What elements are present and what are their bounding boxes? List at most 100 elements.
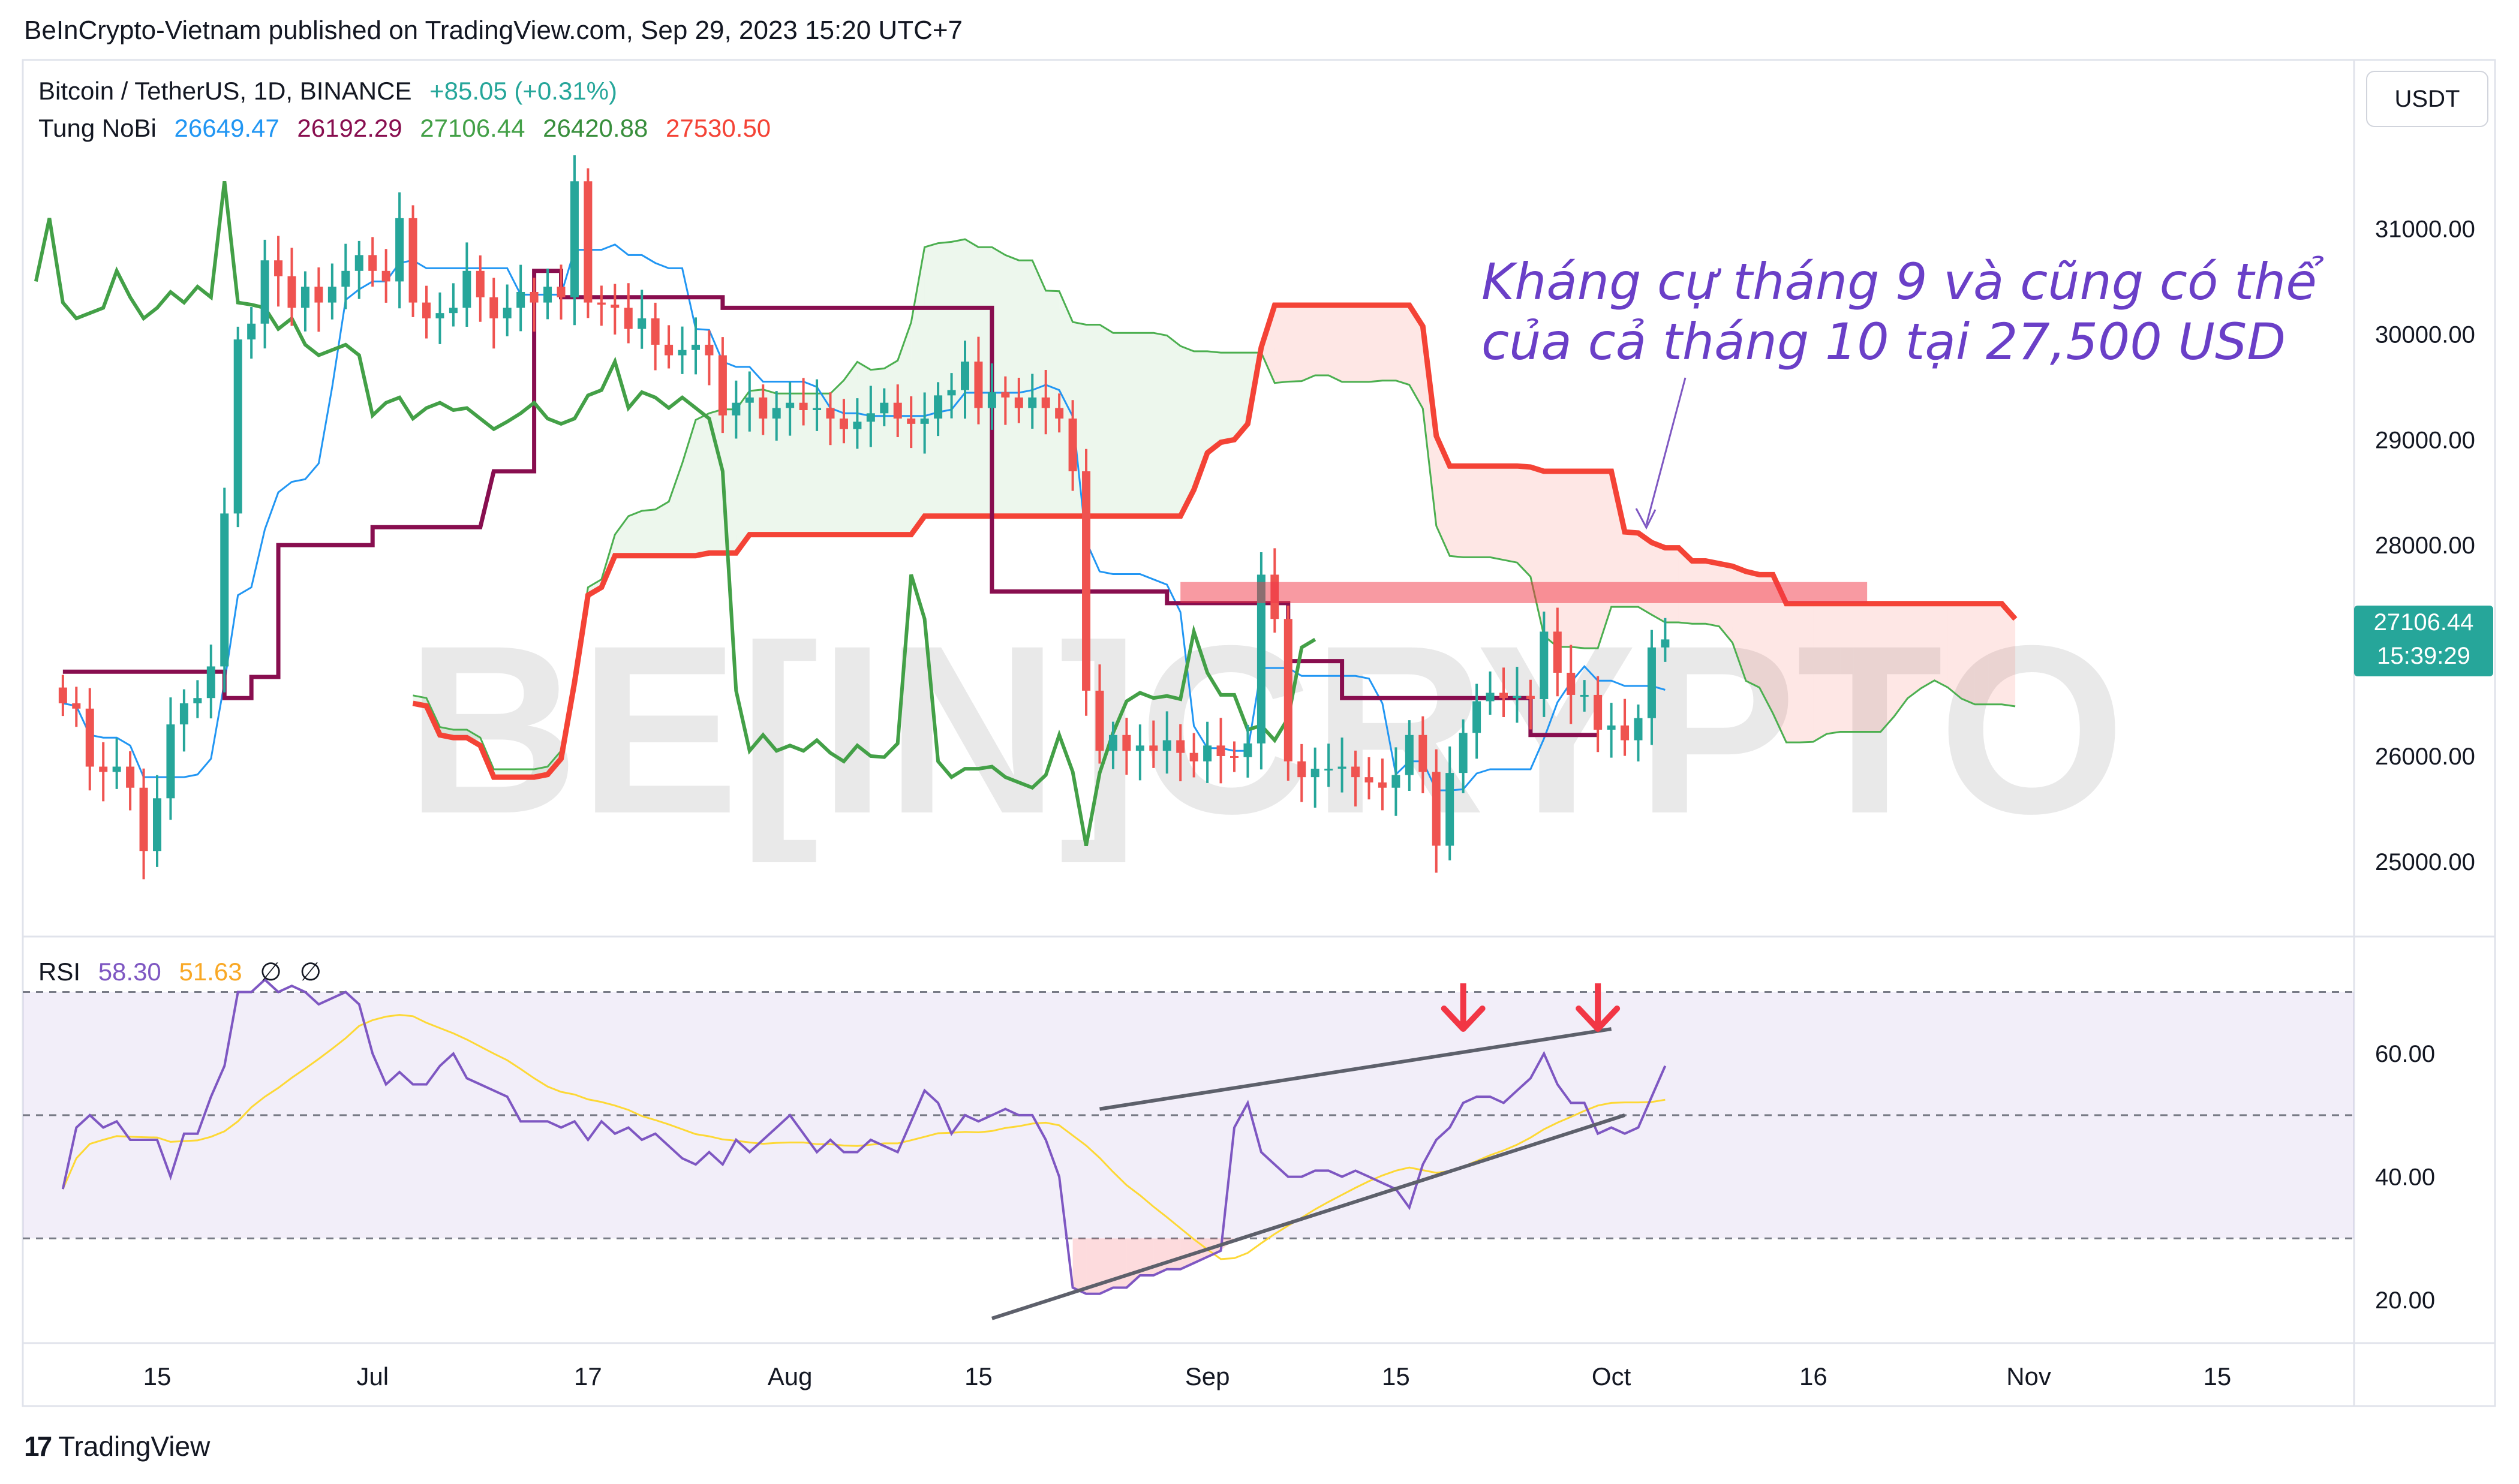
- candle-body: [395, 218, 404, 282]
- candle-body: [1567, 673, 1576, 695]
- cloud-segment: [1086, 324, 1100, 516]
- time-axis-tick-label: Oct: [1592, 1362, 1631, 1390]
- cloud-segment: [1234, 353, 1248, 440]
- candle-body: [341, 270, 350, 287]
- signal-arrow-icon: [1441, 1006, 1486, 1032]
- candle-body: [354, 255, 363, 271]
- symbol-legend[interactable]: Bitcoin / TetherUS, 1D, BINANCE +85.05 (…: [38, 77, 628, 106]
- candle-body: [1162, 740, 1171, 751]
- cloud-segment: [1288, 305, 1302, 382]
- candle-body: [1257, 574, 1265, 743]
- published-header: BeInCrypto-Vietnam published on TradingV…: [24, 16, 963, 45]
- candle-body: [1486, 693, 1495, 702]
- cloud-segment: [1126, 333, 1140, 516]
- senkou-a-value: 26420.88: [543, 114, 648, 142]
- annotation-arrow-head: [1635, 508, 1657, 530]
- signal-arrow-icon: [1576, 1006, 1621, 1032]
- cloud-segment: [1773, 574, 1787, 743]
- candle-body: [1445, 773, 1454, 846]
- candle-body: [1055, 408, 1064, 419]
- candle-body: [597, 302, 606, 305]
- rsi-pane: [23, 978, 2354, 1320]
- rsi-oversold-fill: [1099, 1238, 1113, 1294]
- candle-body: [1324, 769, 1333, 771]
- candle-body: [1634, 718, 1643, 741]
- symbol-title[interactable]: Bitcoin / TetherUS, 1D, BINANCE: [38, 77, 412, 105]
- last-price-value: 27106.44: [2373, 609, 2474, 636]
- currency-button[interactable]: USDT: [2366, 71, 2488, 127]
- cloud-segment: [790, 393, 804, 535]
- cloud-segment: [1907, 603, 1921, 699]
- candle-body: [260, 260, 269, 324]
- candle-body: [1594, 694, 1603, 730]
- price-axis-tick-label: 26000.00: [2375, 743, 2475, 770]
- candle-body: [772, 408, 781, 419]
- candle-body: [920, 419, 929, 424]
- rsi-oversold-fill: [1180, 1238, 1194, 1269]
- resistance-zone-box: [1180, 582, 1868, 603]
- candle-body: [893, 402, 902, 419]
- cloud-segment: [1934, 603, 1948, 688]
- rsi-legend[interactable]: RSI 58.30 51.63 ∅ ∅: [38, 957, 332, 986]
- cloud-segment: [1786, 603, 1800, 743]
- candle-body: [1499, 693, 1508, 699]
- candle-body: [974, 362, 983, 408]
- candle-body: [85, 708, 94, 767]
- candle-body: [1540, 631, 1549, 699]
- candle-body: [422, 302, 431, 318]
- time-axis-tick-label: Nov: [2006, 1362, 2051, 1390]
- cloud-segment: [1799, 603, 1814, 743]
- cloud-segment: [1974, 603, 1989, 705]
- chikou-value: 27106.44: [420, 114, 525, 142]
- footer-brand[interactable]: 17 TradingView: [24, 1430, 210, 1462]
- cloud-segment: [1504, 466, 1517, 563]
- candle-body: [72, 703, 81, 709]
- candle-body: [530, 291, 539, 303]
- candle-body: [112, 766, 121, 772]
- tradingview-logo-icon: 17: [24, 1431, 52, 1462]
- annotation-line-1: Kháng cự tháng 9 và cũng có thể: [1481, 252, 2317, 311]
- cloud-segment: [1557, 471, 1571, 647]
- candle-body: [705, 344, 714, 356]
- time-axis-tick-label: Sep: [1185, 1362, 1230, 1390]
- cloud-segment: [1221, 353, 1234, 443]
- indicator-name[interactable]: Tung NoBi: [38, 114, 157, 142]
- annotation-text[interactable]: Kháng cự tháng 9 và cũng có thể của cả t…: [1481, 252, 2317, 372]
- cloud-segment: [1355, 305, 1369, 382]
- cloud-segment: [655, 501, 669, 556]
- candle-body: [1203, 745, 1212, 761]
- cloud-segment: [1018, 260, 1033, 516]
- candle-body: [786, 402, 795, 408]
- cloud-segment: [2001, 603, 2016, 707]
- ichimoku-cloud: [413, 239, 2016, 778]
- time-axis-tick-label: 15: [964, 1362, 993, 1390]
- time-axis-tick-label: 17: [574, 1362, 602, 1390]
- cloud-segment: [857, 362, 871, 535]
- rsi-name[interactable]: RSI: [38, 958, 81, 986]
- candle-body: [139, 787, 148, 851]
- candle-body: [314, 287, 323, 303]
- cloud-segment: [1382, 305, 1396, 381]
- cloud-segment: [1409, 305, 1423, 409]
- cloud-segment: [1598, 471, 1612, 649]
- candle-body: [449, 308, 458, 314]
- indicator-legend[interactable]: Tung NoBi 26649.47 26192.29 27106.44 264…: [38, 114, 781, 143]
- candle-body: [759, 397, 768, 419]
- cloud-segment: [1759, 574, 1773, 714]
- candle-body: [1095, 690, 1104, 751]
- ichimoku-lines: [34, 180, 2018, 847]
- cloud-segment: [1167, 335, 1181, 516]
- candle-body: [866, 413, 875, 422]
- cloud-segment: [870, 368, 885, 535]
- cloud-segment: [1961, 603, 1975, 705]
- cloud-segment: [1369, 305, 1382, 382]
- candle-body: [1041, 397, 1050, 408]
- candle-body: [1351, 766, 1360, 778]
- cloud-segment: [884, 360, 898, 535]
- rsi-extra-2: ∅: [299, 958, 322, 986]
- rsi-value: 58.30: [98, 958, 161, 986]
- candle-body: [193, 698, 202, 704]
- candle-body: [287, 276, 296, 308]
- candle-body: [624, 308, 633, 329]
